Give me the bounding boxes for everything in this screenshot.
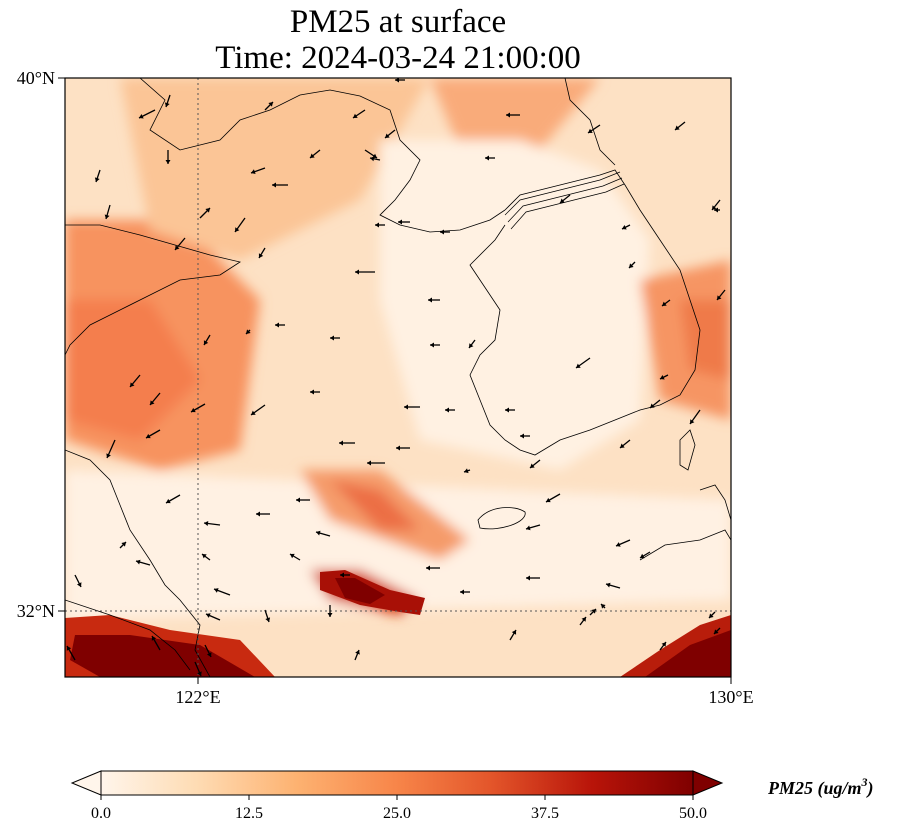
lon-label-122: 122°E bbox=[175, 687, 220, 707]
colorbar-max-extend bbox=[692, 770, 724, 796]
colorbar-tick-1: 12.5 bbox=[235, 805, 263, 822]
lon-label-130: 130°E bbox=[708, 687, 753, 707]
colorbar-label: PM25 (ug/m3) bbox=[767, 775, 874, 799]
axis-ticks bbox=[58, 77, 732, 684]
colorbar-tick-3: 37.5 bbox=[531, 805, 559, 822]
border-lines bbox=[504, 171, 625, 230]
colorbar-body bbox=[101, 771, 693, 795]
colorbar-tick-0: 0.0 bbox=[91, 805, 111, 822]
map-frame bbox=[64, 77, 732, 678]
title-line2: Time: 2024-03-24 21:00:00 bbox=[215, 40, 581, 76]
lat-label-32: 32°N bbox=[17, 601, 55, 621]
title-line1: PM25 at surface bbox=[289, 4, 507, 40]
colorbar-tick-2: 25.0 bbox=[383, 805, 411, 822]
pm25-field bbox=[65, 78, 731, 677]
gridlines bbox=[65, 78, 731, 677]
lat-label-40: 40°N bbox=[17, 68, 55, 88]
wind-vectors bbox=[66, 78, 726, 677]
colorbar-min-extend bbox=[70, 770, 102, 796]
colorbar-tick-4: 50.0 bbox=[679, 805, 707, 822]
colorbar: 0.0 12.5 25.0 37.5 50.0 PM25 (ug/m3) bbox=[70, 770, 874, 822]
